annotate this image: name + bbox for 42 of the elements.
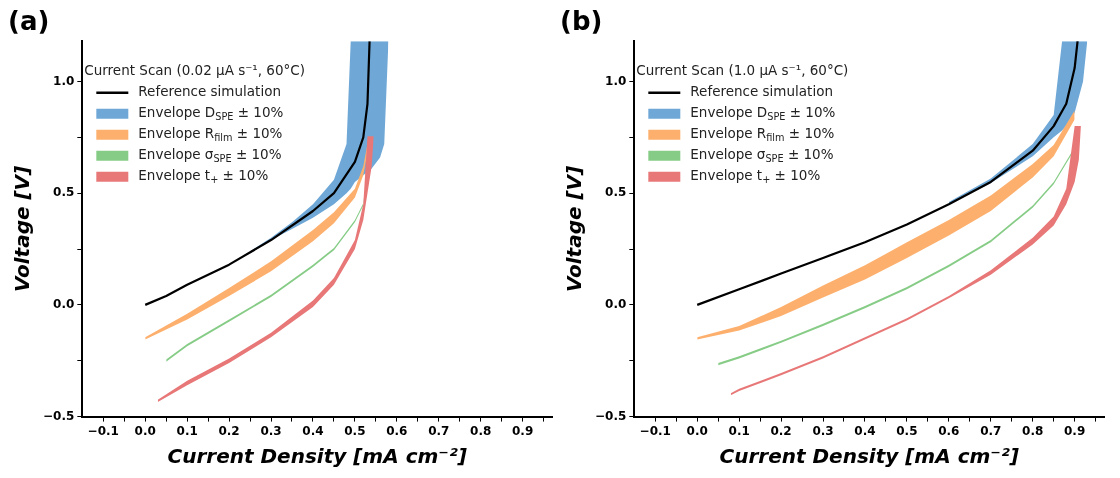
x-tick-label: 0.7	[980, 423, 1002, 438]
y-axis-title: Voltage [V]	[10, 165, 35, 293]
x-tick-label: 0.6	[386, 423, 408, 438]
x-tick-label: 0.9	[512, 423, 534, 438]
x-tick-label: 0.1	[176, 423, 198, 438]
x-tick-label: 0.5	[896, 423, 918, 438]
x-tick-label: 0.4	[854, 423, 876, 438]
x-tick-label: 0.7	[428, 423, 450, 438]
x-tick-label: 0.0	[686, 423, 708, 438]
x-tick-label: 0.1	[728, 423, 750, 438]
y-tick-label: 0.5	[605, 185, 627, 200]
legend-label: Reference simulation	[690, 83, 833, 100]
legend-title: Current Scan (1.0 µA s⁻¹, 60°C)	[636, 62, 849, 79]
x-tick-label: 0.4	[302, 423, 324, 438]
x-tick-label: 0.2	[218, 423, 240, 438]
y-tick-label: 0.5	[53, 185, 75, 200]
x-tick-label: 0.6	[938, 423, 960, 438]
x-tick-label: 0.5	[344, 423, 366, 438]
legend-label: Envelope t+ ± 10%	[138, 167, 269, 186]
y-tick-label: 0.0	[53, 297, 75, 311]
x-tick-label: 0.3	[812, 423, 834, 438]
y-axis-title: Voltage [V]	[562, 165, 587, 293]
y-tick-label: −0.5	[43, 408, 75, 423]
y-tick-label: 1.0	[605, 73, 627, 88]
legend-label: Envelope t+ ± 10%	[690, 167, 821, 186]
legend-title: Current Scan (0.02 µA s⁻¹, 60°C)	[84, 62, 305, 79]
chart-title: (b)	[560, 6, 603, 37]
x-axis-title: Current Density [mA cm⁻²]	[719, 444, 1019, 469]
legend-label: Reference simulation	[138, 83, 281, 100]
y-tick-label: 0.0	[605, 297, 627, 311]
x-tick-label: 0.8	[470, 423, 492, 438]
x-tick-label: 0.2	[770, 423, 792, 438]
x-tick-label: 0.9	[1064, 423, 1086, 438]
x-tick-label: 0.3	[260, 423, 282, 438]
x-tick-label: 0.0	[134, 423, 156, 438]
y-tick-label: −0.5	[595, 408, 627, 423]
y-tick-label: 1.0	[53, 73, 75, 88]
x-tick-label: −0.1	[87, 423, 119, 438]
x-axis-title: Current Density [mA cm⁻²]	[167, 444, 467, 469]
x-tick-label: 0.8	[1022, 423, 1044, 438]
chart-title: (a)	[8, 6, 50, 37]
x-tick-label: −0.1	[639, 423, 671, 438]
